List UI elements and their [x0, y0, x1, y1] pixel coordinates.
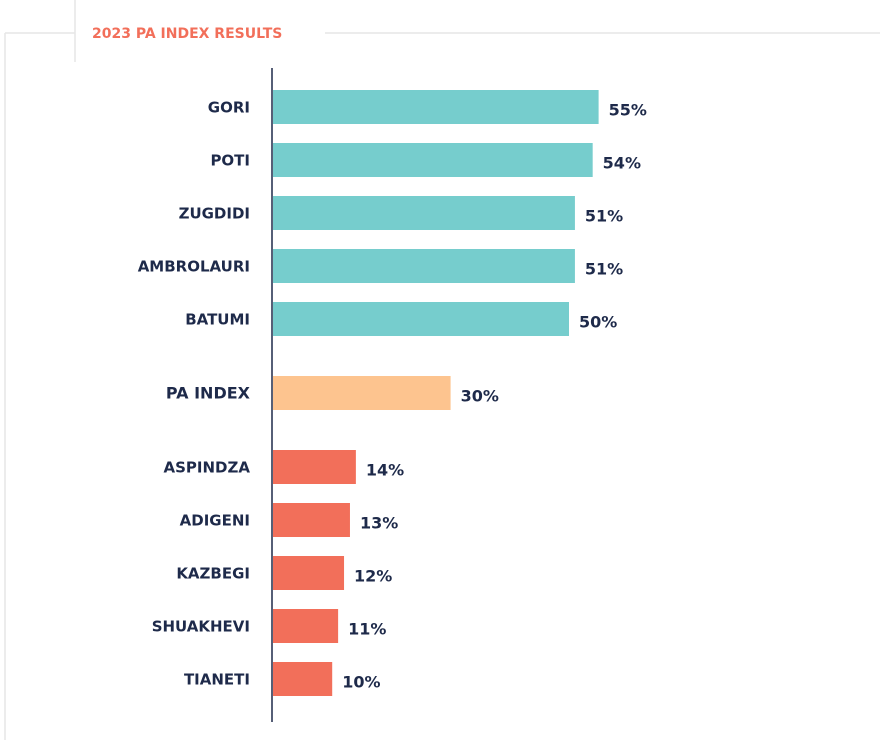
value-label: 55% [609, 101, 647, 120]
bar [273, 196, 575, 230]
category-label: ZUGDIDI [179, 205, 250, 223]
value-label: 54% [603, 154, 641, 173]
category-label: GORI [208, 99, 250, 117]
value-label: 12% [354, 567, 392, 586]
category-label: TIANETI [184, 671, 250, 689]
category-label: ADIGENI [180, 512, 250, 530]
value-label: 13% [360, 514, 398, 533]
bar [273, 662, 333, 696]
value-label: 51% [585, 260, 623, 279]
category-label: BATUMI [185, 311, 250, 329]
bar [273, 376, 451, 410]
value-label: 50% [579, 313, 617, 332]
category-label: ASPINDZA [164, 459, 251, 477]
bar [273, 143, 593, 177]
category-label: PA INDEX [166, 384, 251, 403]
bar [273, 249, 575, 283]
value-label: 11% [348, 620, 386, 639]
bar [273, 450, 356, 484]
category-label: SHUAKHEVI [152, 618, 250, 636]
category-label: POTI [210, 152, 250, 170]
bar [273, 90, 599, 124]
value-label: 51% [585, 207, 623, 226]
category-label: KAZBEGI [176, 565, 250, 583]
value-label: 10% [342, 673, 380, 692]
bar [273, 556, 345, 590]
category-label: AMBROLAURI [138, 258, 250, 276]
bar [273, 503, 350, 537]
value-label: 30% [461, 387, 499, 406]
bar [273, 609, 339, 643]
value-label: 14% [366, 461, 404, 480]
bar [273, 302, 569, 336]
chart-title: 2023 PA INDEX RESULTS [92, 26, 282, 42]
